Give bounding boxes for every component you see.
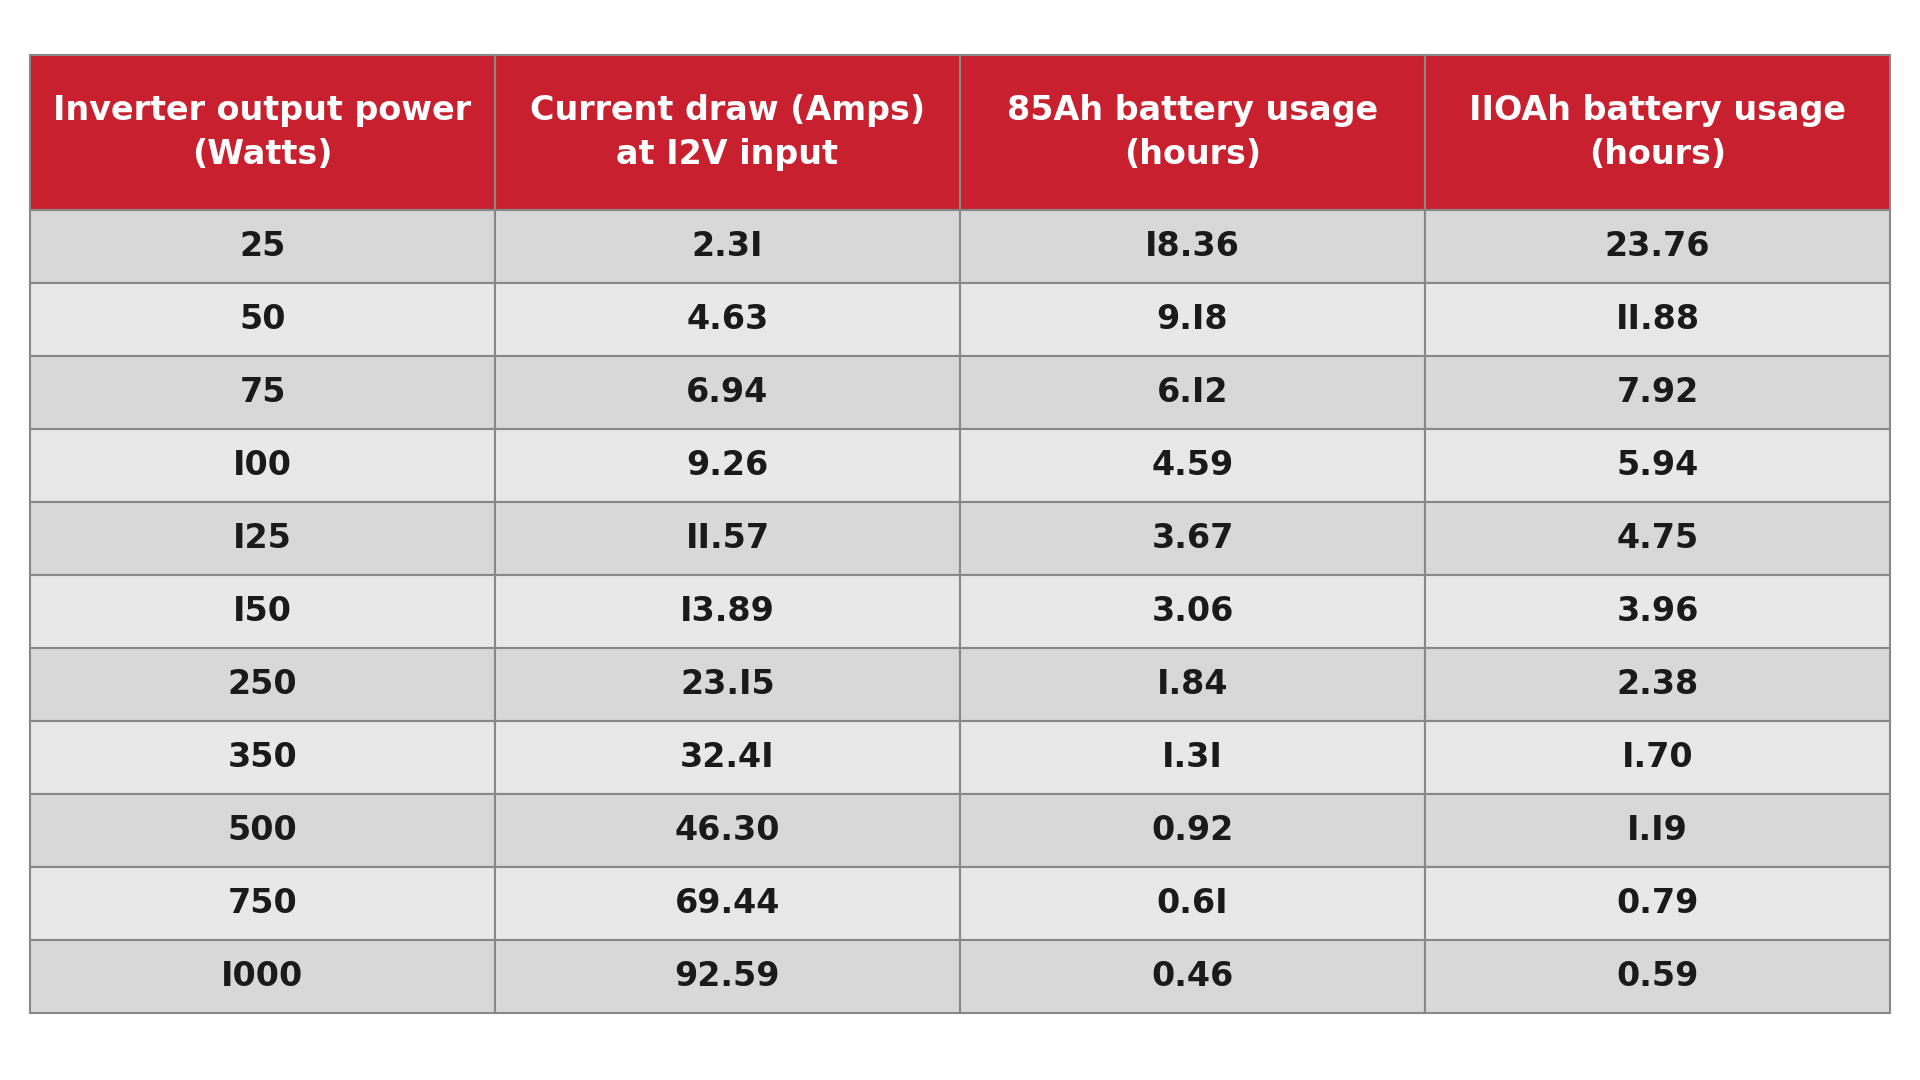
Text: 92.59: 92.59	[674, 960, 780, 993]
Bar	[1425, 794, 1889, 867]
Text: 250: 250	[228, 669, 298, 701]
Bar	[31, 356, 495, 429]
Bar	[31, 283, 495, 356]
Bar	[1425, 940, 1889, 1013]
Text: 0.92: 0.92	[1152, 814, 1235, 847]
Text: 25: 25	[240, 230, 286, 264]
Bar	[495, 575, 960, 648]
Bar	[495, 429, 960, 502]
Bar	[31, 429, 495, 502]
Text: 750: 750	[228, 887, 298, 920]
Text: I3.89: I3.89	[680, 595, 776, 627]
Bar	[495, 794, 960, 867]
Text: 75: 75	[240, 376, 286, 409]
Text: 3.96: 3.96	[1617, 595, 1699, 627]
Text: 2.38: 2.38	[1617, 669, 1699, 701]
Bar	[31, 648, 495, 721]
Text: I8.36: I8.36	[1144, 230, 1240, 264]
Bar	[960, 648, 1425, 721]
Bar	[1425, 648, 1889, 721]
Text: I000: I000	[221, 960, 303, 993]
Text: 23.I5: 23.I5	[680, 669, 776, 701]
Bar	[960, 867, 1425, 940]
Text: 0.46: 0.46	[1152, 960, 1235, 993]
Text: 32.4I: 32.4I	[680, 741, 776, 774]
Bar	[960, 940, 1425, 1013]
Text: Current draw (Amps)
at I2V input: Current draw (Amps) at I2V input	[530, 94, 925, 171]
Bar	[495, 648, 960, 721]
Bar	[960, 575, 1425, 648]
Bar	[31, 502, 495, 575]
Bar	[960, 794, 1425, 867]
Bar	[960, 429, 1425, 502]
Bar	[495, 721, 960, 794]
Bar	[495, 940, 960, 1013]
Text: II.57: II.57	[685, 522, 770, 555]
Text: I.70: I.70	[1622, 741, 1693, 774]
Text: 4.63: 4.63	[685, 303, 768, 336]
Bar	[31, 940, 495, 1013]
Text: I00: I00	[232, 449, 292, 482]
Text: I25: I25	[232, 522, 292, 555]
Text: 0.6I: 0.6I	[1156, 887, 1229, 920]
Text: 50: 50	[240, 303, 286, 336]
Text: II.88: II.88	[1615, 303, 1699, 336]
Bar	[495, 283, 960, 356]
Bar	[1425, 502, 1889, 575]
Bar	[31, 575, 495, 648]
Bar	[31, 210, 495, 283]
Bar	[1425, 575, 1889, 648]
Text: 9.26: 9.26	[685, 449, 768, 482]
Text: 0.79: 0.79	[1617, 887, 1699, 920]
Bar	[1425, 429, 1889, 502]
Bar	[960, 502, 1425, 575]
Bar	[495, 210, 960, 283]
Bar	[495, 502, 960, 575]
Bar	[960, 55, 1425, 210]
Bar	[31, 794, 495, 867]
Bar	[495, 356, 960, 429]
Text: 0.59: 0.59	[1617, 960, 1699, 993]
Text: 69.44: 69.44	[674, 887, 780, 920]
Bar	[960, 283, 1425, 356]
Bar	[31, 721, 495, 794]
Bar	[495, 55, 960, 210]
Text: 6.I2: 6.I2	[1156, 376, 1229, 409]
Text: 9.I8: 9.I8	[1156, 303, 1229, 336]
Bar	[1425, 356, 1889, 429]
Text: 46.30: 46.30	[674, 814, 780, 847]
Text: 6.94: 6.94	[685, 376, 768, 409]
Text: I.I9: I.I9	[1626, 814, 1688, 847]
Text: 4.59: 4.59	[1152, 449, 1235, 482]
Bar	[1425, 721, 1889, 794]
Text: 350: 350	[228, 741, 298, 774]
Text: I50: I50	[232, 595, 292, 627]
Text: 3.67: 3.67	[1152, 522, 1235, 555]
Text: 85Ah battery usage
(hours): 85Ah battery usage (hours)	[1006, 94, 1379, 171]
Text: 3.06: 3.06	[1152, 595, 1235, 627]
Bar	[1425, 867, 1889, 940]
Text: 7.92: 7.92	[1617, 376, 1699, 409]
Text: I.84: I.84	[1156, 669, 1229, 701]
Bar	[960, 210, 1425, 283]
Text: 4.75: 4.75	[1617, 522, 1699, 555]
Bar	[31, 867, 495, 940]
Bar	[1425, 210, 1889, 283]
Text: 500: 500	[228, 814, 298, 847]
Text: 5.94: 5.94	[1617, 449, 1699, 482]
Text: Inverter output power
(Watts): Inverter output power (Watts)	[54, 94, 472, 171]
Bar	[960, 721, 1425, 794]
Bar	[960, 356, 1425, 429]
Text: 2.3I: 2.3I	[691, 230, 764, 264]
Text: I.3I: I.3I	[1162, 741, 1223, 774]
Bar	[495, 867, 960, 940]
Bar	[1425, 55, 1889, 210]
Text: IIOAh battery usage
(hours): IIOAh battery usage (hours)	[1469, 94, 1845, 171]
Bar	[1425, 283, 1889, 356]
Bar	[31, 55, 495, 210]
Text: 23.76: 23.76	[1605, 230, 1711, 264]
